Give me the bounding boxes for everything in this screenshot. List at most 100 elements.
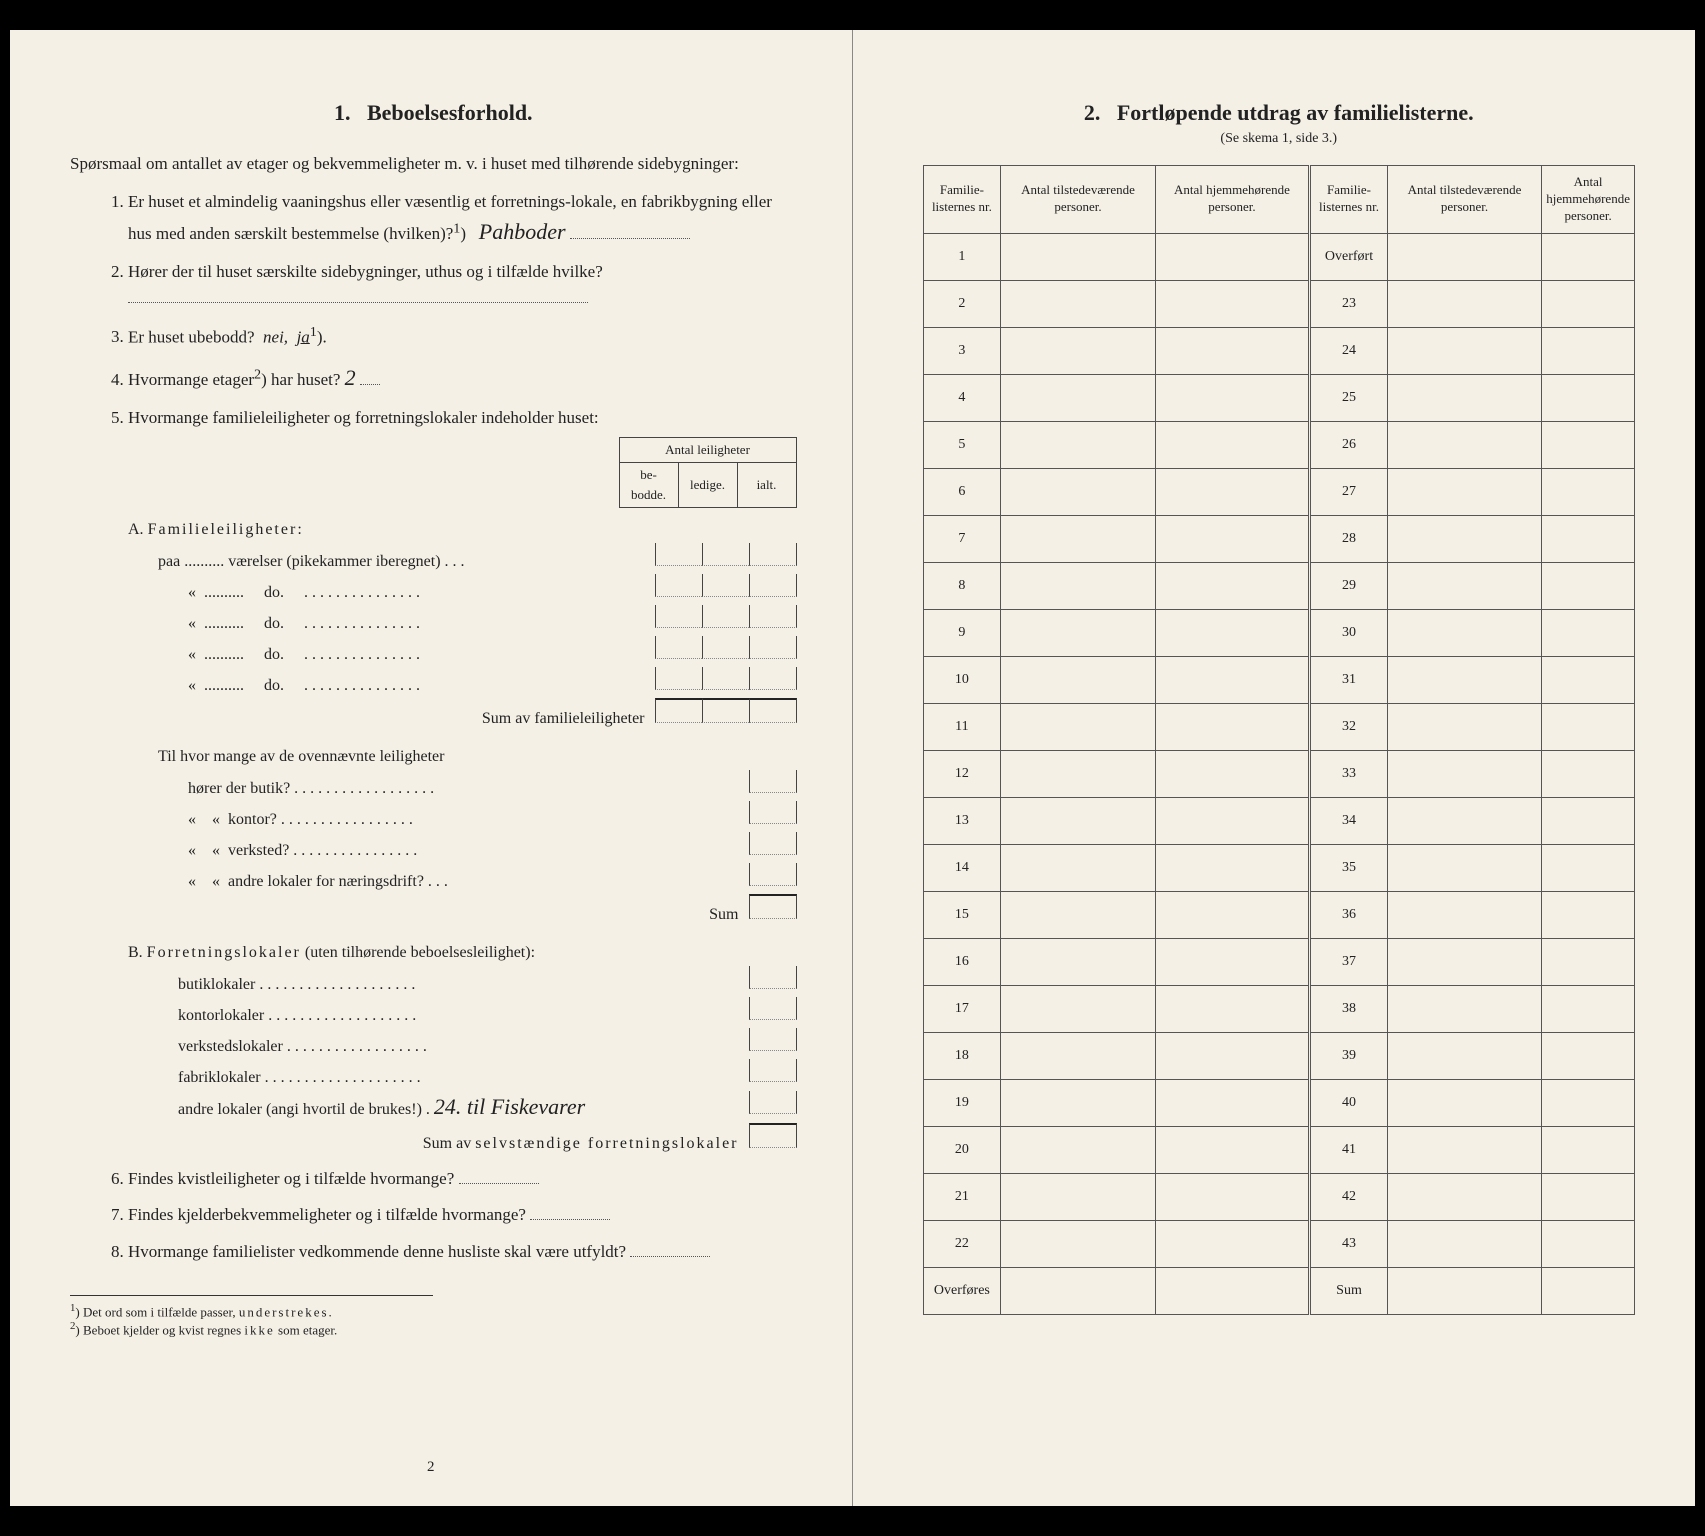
cell — [1387, 1032, 1541, 1079]
table-row: 627 — [923, 468, 1635, 515]
a-row-do1: « .......... do. . . . . . . . . . . . .… — [128, 574, 797, 605]
cell — [1001, 327, 1155, 374]
sum-a-row: Sum av familieleiligheter — [128, 698, 797, 731]
q6-text: Findes kvistleiligheter og i tilfælde hv… — [128, 1169, 454, 1188]
col1-a: Familie-listernes nr. — [923, 166, 1001, 234]
row-num-left: 9 — [923, 609, 1001, 656]
b-row-4: fabriklokaler . . . . . . . . . . . . . … — [128, 1059, 797, 1090]
row-num-right: 30 — [1310, 609, 1388, 656]
row-num-right: 23 — [1310, 280, 1388, 327]
family-table: Familie-listernes nr. Antal tilstedevære… — [923, 165, 1636, 1315]
cell — [1001, 280, 1155, 327]
cell — [1542, 891, 1635, 938]
q4-pre: Hvormange etager — [128, 370, 254, 389]
cell — [1542, 562, 1635, 609]
col-ialt: ialt. — [737, 463, 796, 508]
cell — [1001, 1220, 1155, 1267]
row-num-right: 27 — [1310, 468, 1388, 515]
m3-label: verksted? . . . . . . . . . . . . . . . … — [228, 842, 417, 859]
row-num-left: 21 — [923, 1173, 1001, 1220]
cell — [1387, 1126, 1541, 1173]
row-num-left: 12 — [923, 750, 1001, 797]
heading-num: 1. — [334, 100, 351, 125]
b-spaced: Forretningslokaler — [147, 944, 301, 961]
left-heading: 1. Beboelsesforhold. — [70, 100, 797, 126]
cell — [1542, 938, 1635, 985]
sum-b-spaced: selvstændige forretningslokaler — [475, 1135, 738, 1152]
overfores-cell: Overføres — [923, 1267, 1001, 1314]
cell — [1155, 515, 1310, 562]
cell — [1155, 938, 1310, 985]
cell — [1542, 1173, 1635, 1220]
intro-text: Spørsmaal om antallet av etager og bekve… — [70, 151, 797, 177]
cell — [1387, 609, 1541, 656]
cell — [1001, 938, 1155, 985]
cell — [1542, 609, 1635, 656]
question-2: Hører der til huset særskilte sidebygnin… — [128, 259, 797, 312]
row-num-right: 24 — [1310, 327, 1388, 374]
cell — [1155, 797, 1310, 844]
m1-label: hører der butik? . . . . . . . . . . . .… — [128, 777, 749, 801]
cell — [1001, 703, 1155, 750]
cell — [1001, 421, 1155, 468]
a-do-3: do. — [264, 646, 284, 663]
row-num-right: 28 — [1310, 515, 1388, 562]
cell — [1155, 1079, 1310, 1126]
q3-ja: ja — [297, 327, 310, 346]
row-num-left: 1 — [923, 233, 1001, 280]
a-do-4: do. — [264, 677, 284, 694]
cell — [1001, 609, 1155, 656]
sum-a-label: Sum av familieleiligheter — [128, 707, 655, 731]
b2-label: kontorlokaler . . . . . . . . . . . . . … — [128, 1004, 749, 1028]
a-row-do2: « .......... do. . . . . . . . . . . . .… — [128, 605, 797, 636]
cell — [1155, 985, 1310, 1032]
cell — [1542, 515, 1635, 562]
row-num-right: 32 — [1310, 703, 1388, 750]
cell — [1387, 985, 1541, 1032]
r-heading-num: 2. — [1084, 100, 1101, 125]
middle-q-text: Til hvor mange av de ovennævnte leilighe… — [128, 745, 797, 770]
row-num-right: 43 — [1310, 1220, 1388, 1267]
col2-b: Antal tilstedeværende personer. — [1387, 166, 1541, 234]
b-row-2: kontorlokaler . . . . . . . . . . . . . … — [128, 997, 797, 1028]
row-num-left: 2 — [923, 280, 1001, 327]
section-a-label: A. Familieleiligheter: — [128, 518, 797, 543]
row-num-right: 31 — [1310, 656, 1388, 703]
table-row: 2041 — [923, 1126, 1635, 1173]
m-row-4: « « andre lokaler for næringsdrift? . . … — [128, 863, 797, 894]
cell — [1387, 421, 1541, 468]
cell — [1542, 374, 1635, 421]
cell — [1387, 891, 1541, 938]
b-pre: B. — [128, 944, 143, 961]
m2-label: kontor? . . . . . . . . . . . . . . . . … — [228, 811, 413, 828]
cell — [1001, 374, 1155, 421]
question-6: Findes kvistleiligheter og i tilfælde hv… — [128, 1166, 797, 1192]
table-row: 2142 — [923, 1173, 1635, 1220]
cell — [1155, 421, 1310, 468]
row-num-right: 40 — [1310, 1079, 1388, 1126]
row-num-right: 35 — [1310, 844, 1388, 891]
cell — [1155, 1220, 1310, 1267]
cell — [1542, 703, 1635, 750]
cell — [1155, 1267, 1310, 1314]
question-5: Hvormange familieleiligheter og forretni… — [128, 405, 797, 1156]
row-num-left: 14 — [923, 844, 1001, 891]
footnote-1: 1) Det ord som i tilfælde passer, unders… — [70, 1302, 433, 1320]
a-spaced-word: Familieleiligheter — [148, 521, 298, 538]
row-num-right: 41 — [1310, 1126, 1388, 1173]
q1-blank — [570, 238, 690, 239]
cell — [1387, 844, 1541, 891]
col1-b: Familie-listernes nr. — [1310, 166, 1388, 234]
main-question-list: Er huset et almindelig vaaningshus eller… — [70, 189, 797, 1265]
cell — [1155, 656, 1310, 703]
cell — [1001, 1267, 1155, 1314]
right-page: 2. Fortløpende utdrag av familielisterne… — [853, 30, 1696, 1506]
cell — [1542, 844, 1635, 891]
q4-post: ) har huset? — [261, 370, 340, 389]
row-num-right: 33 — [1310, 750, 1388, 797]
cell — [1542, 656, 1635, 703]
a-do-2: do. — [264, 615, 284, 632]
b-post: (uten tilhørende beboelsesleilighet): — [305, 944, 535, 961]
left-page: 1. Beboelsesforhold. Spørsmaal om antall… — [10, 30, 853, 1506]
fn1-sup: 1 — [70, 1302, 75, 1314]
